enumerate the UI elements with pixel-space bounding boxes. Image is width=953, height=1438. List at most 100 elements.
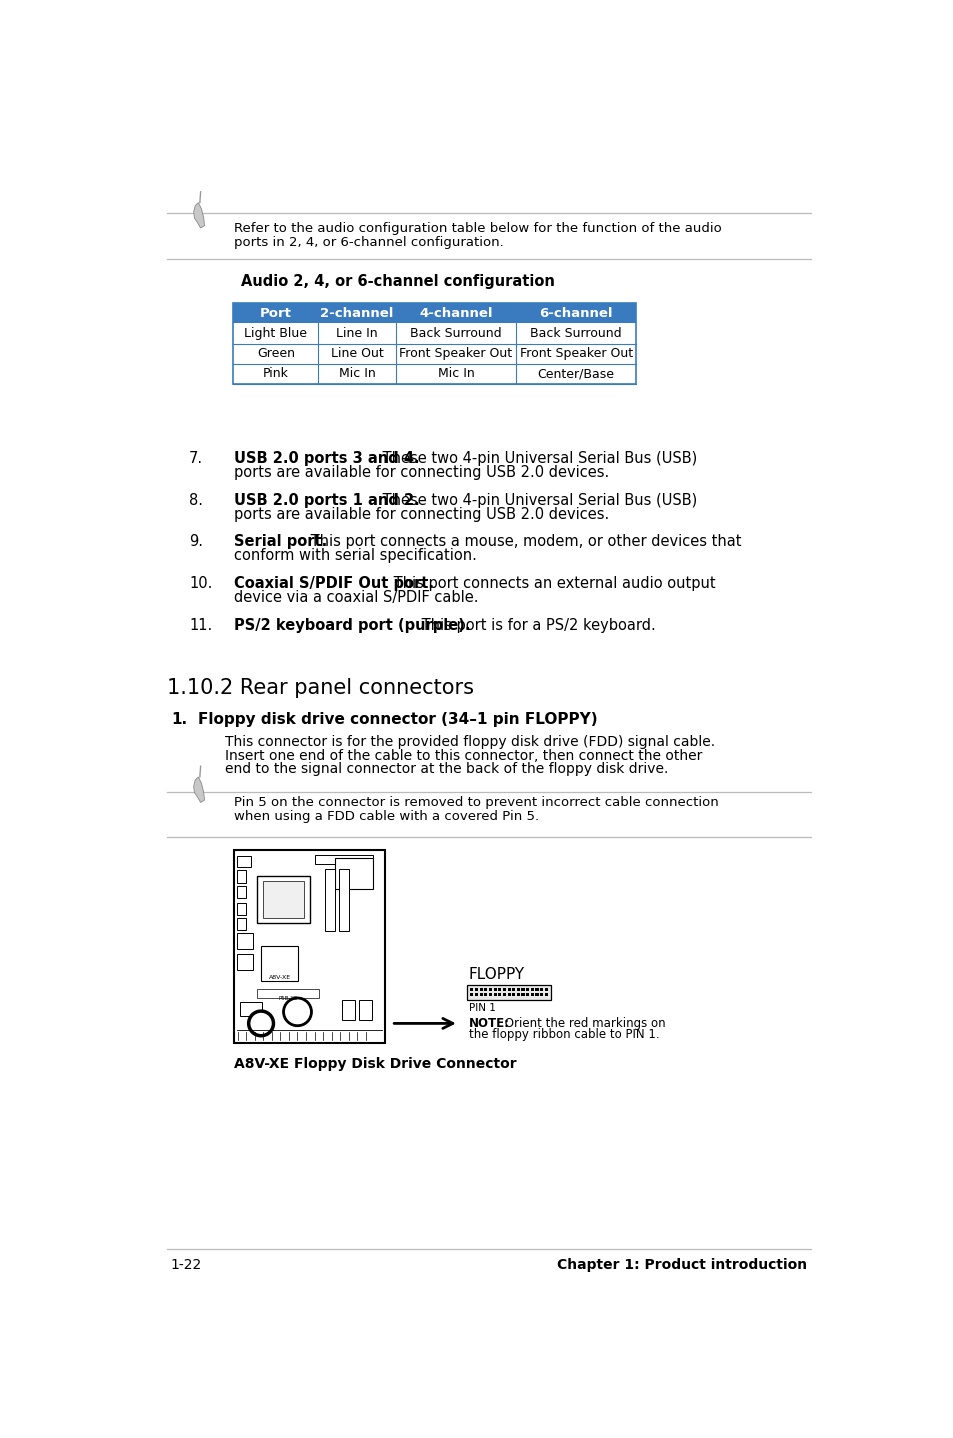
Text: Port: Port [259,306,292,321]
Bar [512,988,515,991]
Bar [257,876,310,923]
Bar [535,992,537,995]
Text: 11.: 11. [189,617,212,633]
Bar [479,992,482,995]
Bar [517,988,519,991]
Text: This port is for a PS/2 keyboard.: This port is for a PS/2 keyboard. [416,617,656,633]
Polygon shape [193,203,204,229]
Bar [521,992,524,995]
Bar [493,992,497,995]
Text: NOTE:: NOTE: [468,1017,509,1030]
Text: when using a FDD cable with a covered Pin 5.: when using a FDD cable with a covered Pi… [233,810,538,823]
Bar [517,992,519,995]
Bar [233,850,385,1043]
Bar [470,988,473,991]
Bar [257,989,319,998]
Text: ports are available for connecting USB 2.0 devices.: ports are available for connecting USB 2… [233,506,609,522]
Bar [236,856,251,867]
Text: 6-channel: 6-channel [538,306,612,321]
Text: 8.: 8. [189,493,203,508]
Text: Front Speaker Out: Front Speaker Out [399,347,512,360]
Text: Light Blue: Light Blue [244,326,307,339]
Bar [512,992,515,995]
Bar [233,303,636,384]
Text: These two 4-pin Universal Serial Bus (USB): These two 4-pin Universal Serial Bus (US… [377,493,697,508]
Bar [236,933,253,949]
Bar [507,988,510,991]
Text: PIN 1: PIN 1 [468,1004,496,1014]
Text: Green: Green [256,347,294,360]
Text: 1-22: 1-22 [171,1258,201,1273]
Text: Mic In: Mic In [437,367,474,380]
Bar [236,953,253,969]
Text: Mic In: Mic In [338,367,375,380]
Text: 7.: 7. [189,452,203,466]
Text: USB 2.0 ports 3 and 4.: USB 2.0 ports 3 and 4. [233,452,419,466]
Text: 10.: 10. [189,577,213,591]
Text: Orient the red markings on: Orient the red markings on [500,1017,664,1030]
Text: Serial port.: Serial port. [233,535,327,549]
Text: These two 4-pin Universal Serial Bus (USB): These two 4-pin Universal Serial Bus (US… [377,452,697,466]
Text: Audio 2, 4, or 6-channel configuration: Audio 2, 4, or 6-channel configuration [241,275,555,289]
Bar [502,988,505,991]
Bar [236,886,246,897]
Circle shape [283,998,311,1025]
Text: the floppy ribbon cable to PIN 1.: the floppy ribbon cable to PIN 1. [468,1028,659,1041]
Bar [535,988,537,991]
Bar [233,303,636,324]
Bar [335,858,373,889]
Text: USB 2.0 ports 1 and 2.: USB 2.0 ports 1 and 2. [233,493,419,508]
Bar [544,988,547,991]
Bar [502,992,505,995]
Text: A8V-XE Floppy Disk Drive Connector: A8V-XE Floppy Disk Drive Connector [233,1057,516,1070]
Text: FLOPPY: FLOPPY [468,966,524,982]
Text: Back Surround: Back Surround [410,326,501,339]
Bar [342,1001,355,1020]
Bar [467,985,550,1001]
Text: This connector is for the provided floppy disk drive (FDD) signal cable.: This connector is for the provided flopp… [225,735,715,749]
Bar [233,364,636,384]
Polygon shape [193,777,204,802]
Circle shape [249,1011,274,1035]
Text: Center/Base: Center/Base [537,367,614,380]
Bar [521,988,524,991]
Text: This port connects an external audio output: This port connects an external audio out… [389,577,715,591]
Bar [484,988,487,991]
Text: 1.: 1. [171,712,187,726]
Bar [470,992,473,995]
Bar [493,988,497,991]
Text: Coaxial S/PDIF Out port.: Coaxial S/PDIF Out port. [233,577,434,591]
Text: Pin 5 on the connector is removed to prevent incorrect cable connection: Pin 5 on the connector is removed to pre… [233,797,718,810]
Bar [240,1002,261,1015]
Text: Front Speaker Out: Front Speaker Out [519,347,632,360]
Text: P5B-XE: P5B-XE [278,995,297,1001]
Bar [497,988,500,991]
Text: Line In: Line In [336,326,377,339]
Text: 1.10.2 Rear panel connectors: 1.10.2 Rear panel connectors [167,677,474,697]
Text: This port connects a mouse, modem, or other devices that: This port connects a mouse, modem, or ot… [306,535,740,549]
Text: PS/2 keyboard port (purple).: PS/2 keyboard port (purple). [233,617,470,633]
Bar [488,988,492,991]
Bar [475,992,477,995]
Bar [261,946,298,981]
Text: 4-channel: 4-channel [418,306,492,321]
Bar [359,1001,372,1020]
Bar [484,992,487,995]
Text: 9.: 9. [189,535,203,549]
Bar [233,344,636,364]
Bar [488,992,492,995]
Bar [236,870,246,883]
Bar [525,988,529,991]
Text: Back Surround: Back Surround [530,326,621,339]
Text: Insert one end of the cable to this connector, then connect the other: Insert one end of the cable to this conn… [225,749,702,762]
Bar [525,992,529,995]
Bar [236,903,246,915]
Bar [479,988,482,991]
Bar [233,324,636,344]
Text: device via a coaxial S/PDIF cable.: device via a coaxial S/PDIF cable. [233,590,478,605]
Text: Pink: Pink [263,367,289,380]
Text: ports are available for connecting USB 2.0 devices.: ports are available for connecting USB 2… [233,464,609,480]
Text: Floppy disk drive connector (34–1 pin FLOPPY): Floppy disk drive connector (34–1 pin FL… [198,712,598,726]
Bar [539,988,542,991]
Bar [325,870,335,930]
